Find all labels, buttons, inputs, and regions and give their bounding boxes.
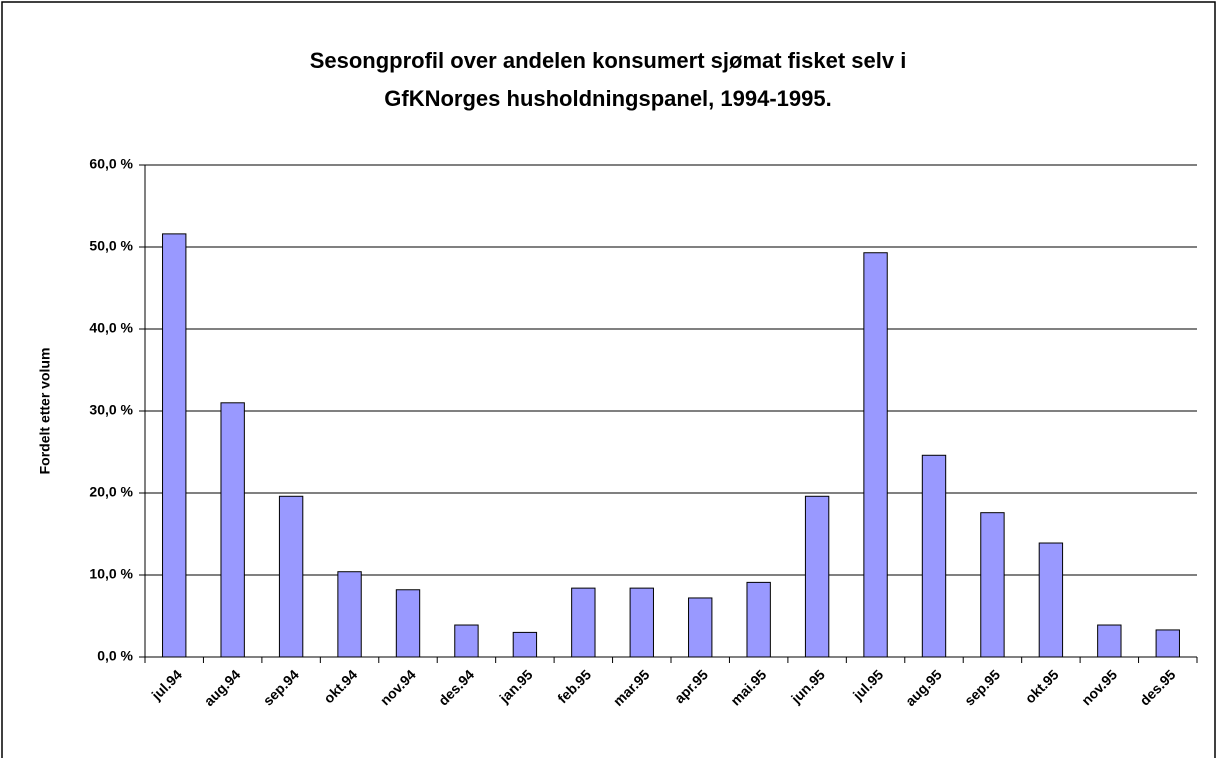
bar: [746, 581, 771, 658]
y-tick-label: 20,0 %: [89, 484, 133, 500]
chart-title: GfKNorges husholdningspanel, 1994-1995.: [384, 86, 831, 111]
bar: [629, 587, 654, 658]
bar: [1097, 624, 1122, 658]
y-tick-label: 60,0 %: [89, 156, 133, 172]
y-tick-label: 10,0 %: [89, 566, 133, 582]
y-tick-label: 30,0 %: [89, 402, 133, 418]
chart-title: Sesongprofil over andelen konsumert sjøm…: [310, 48, 907, 73]
y-tick-label: 50,0 %: [89, 238, 133, 254]
bar: [220, 402, 245, 658]
bar: [1038, 542, 1064, 658]
bar: [571, 587, 596, 658]
bar: [921, 454, 947, 658]
bar: [337, 571, 362, 658]
y-axis-label: Fordelt etter volum: [37, 348, 53, 475]
bar: [863, 252, 888, 658]
bar: [804, 495, 830, 658]
bar: [980, 512, 1005, 658]
bar: [454, 624, 479, 658]
bar: [395, 589, 421, 658]
y-tick-label: 0,0 %: [97, 648, 133, 664]
bar: [162, 233, 187, 658]
bar: [278, 495, 304, 658]
bar: [688, 597, 713, 658]
bar: [512, 631, 538, 658]
bar: [1155, 629, 1180, 658]
y-tick-label: 40,0 %: [89, 320, 133, 336]
